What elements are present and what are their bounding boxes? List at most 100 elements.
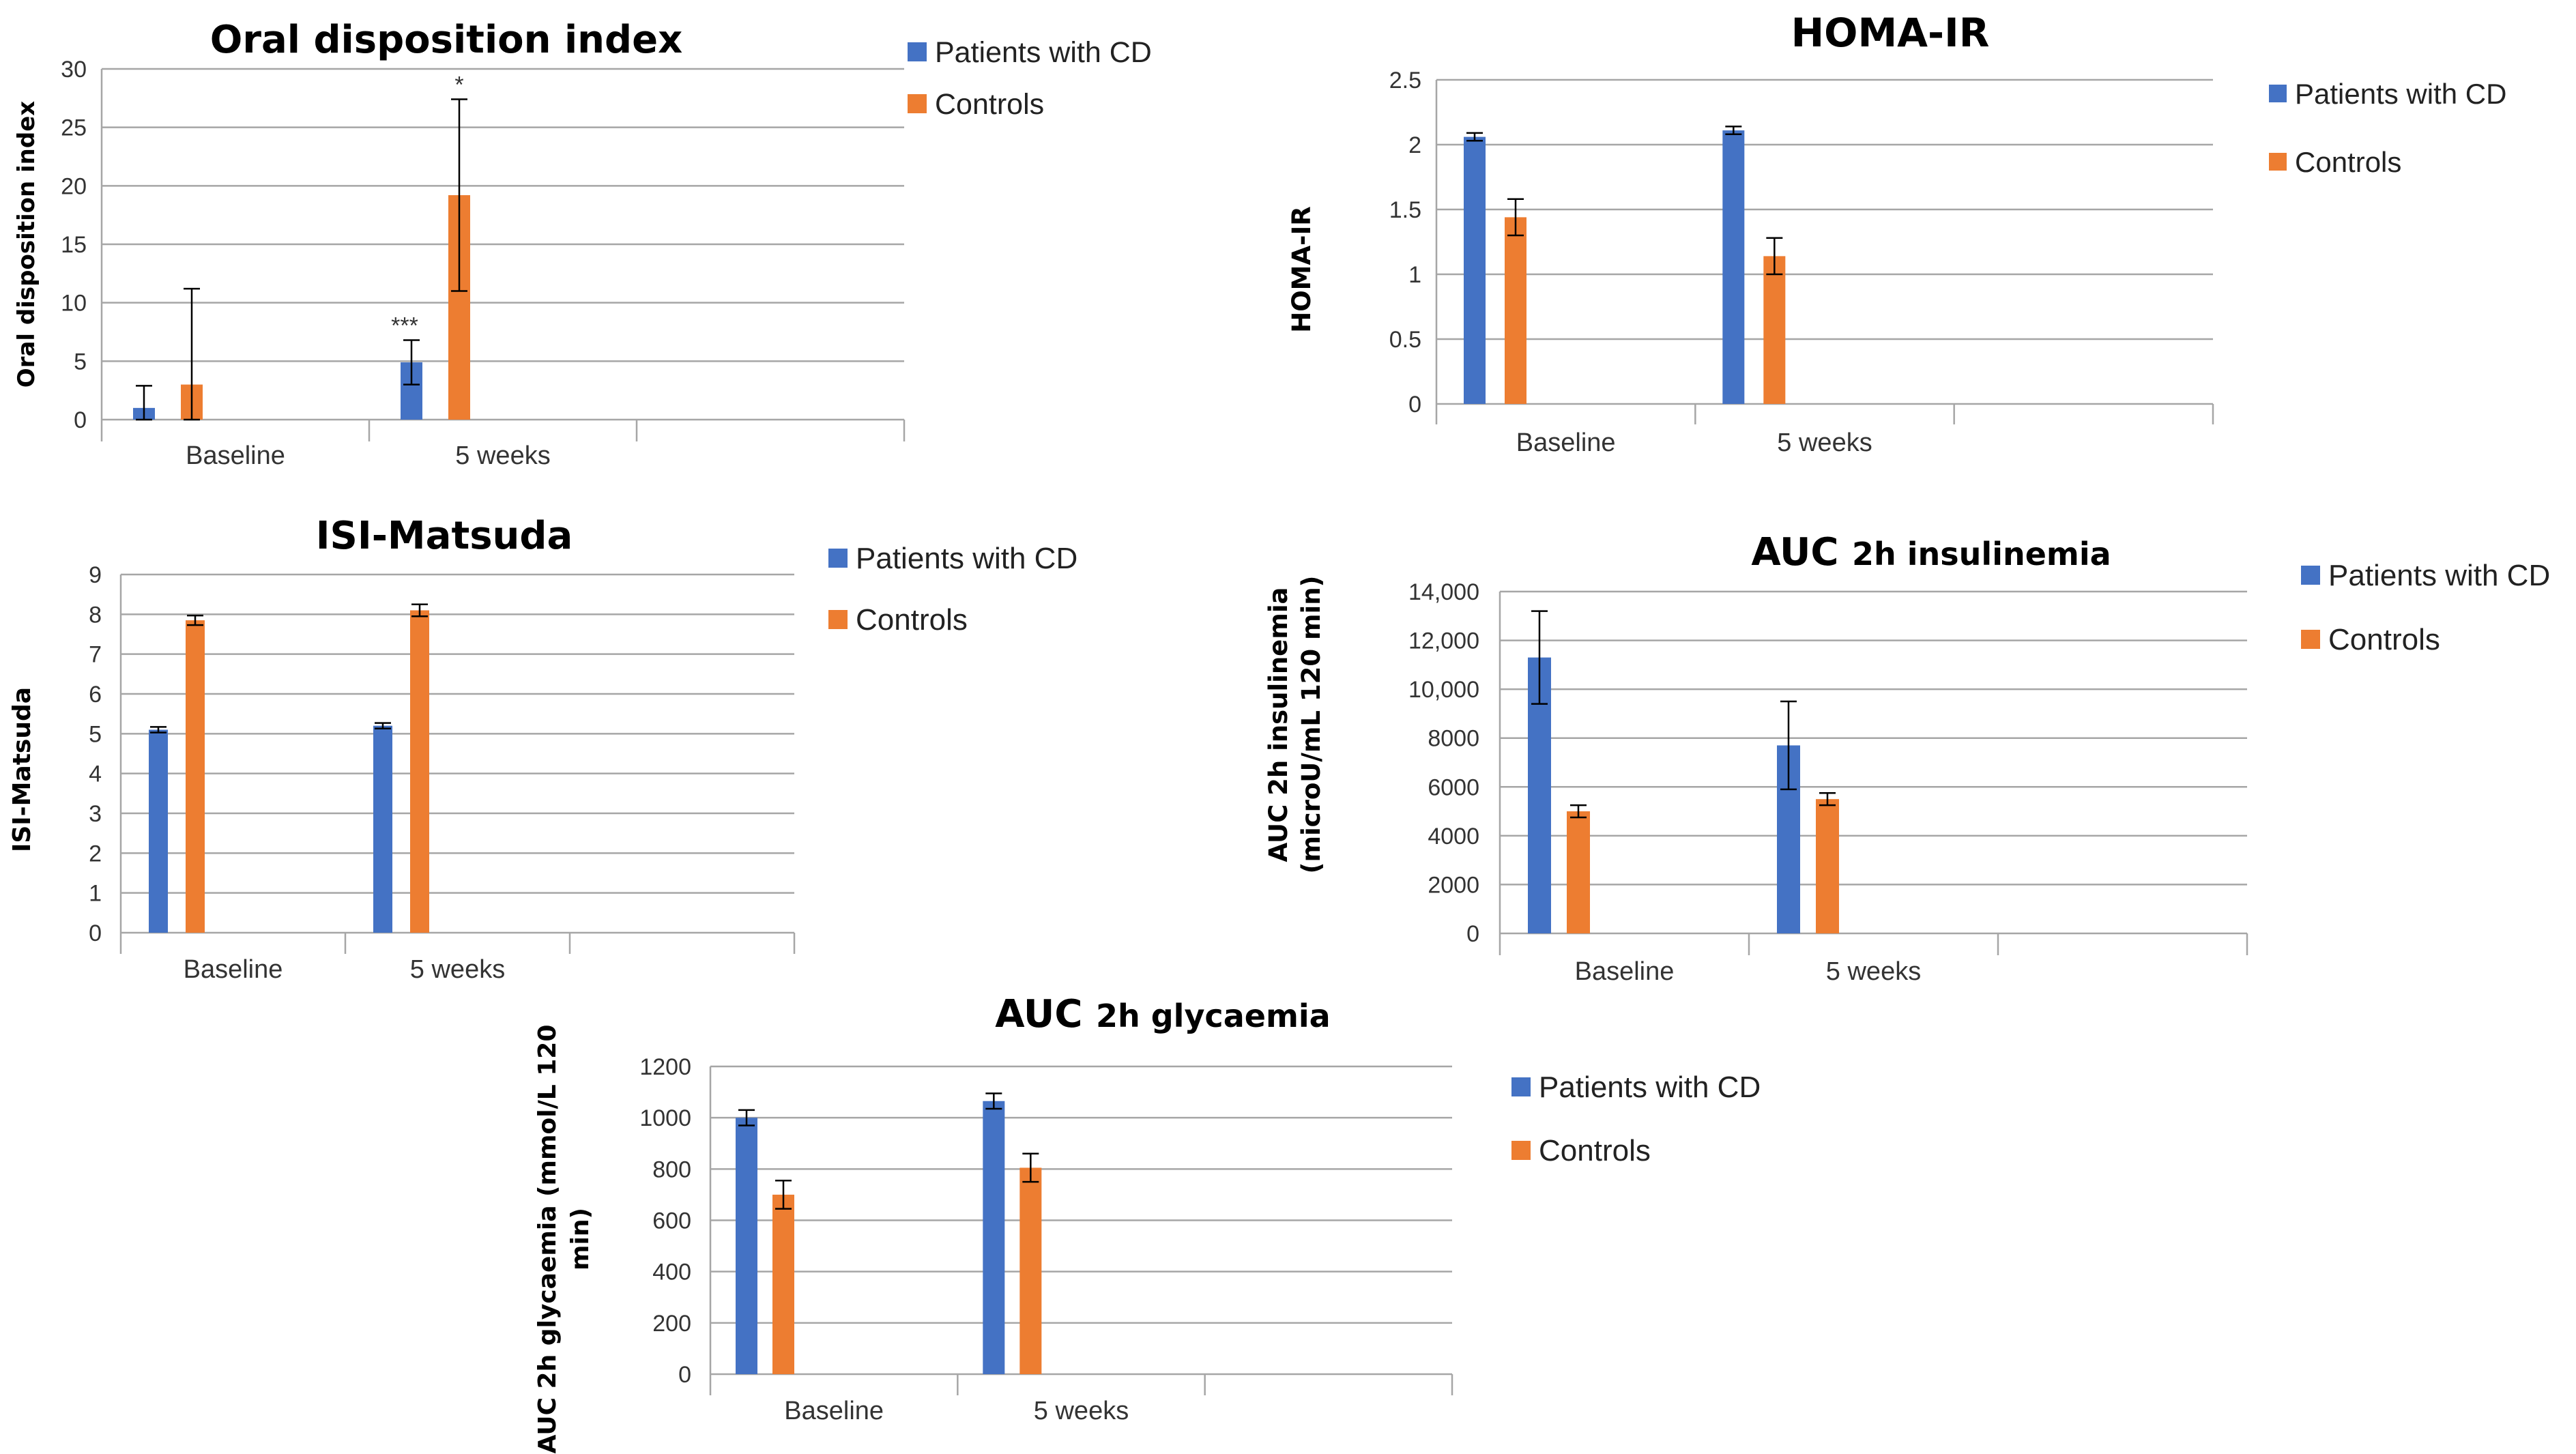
y-tick-label: 0 — [678, 1362, 691, 1388]
legend-label: Controls — [935, 88, 1044, 121]
y-tick-label: 0 — [1408, 392, 1421, 418]
y-tick-label: 600 — [652, 1208, 691, 1234]
legend-label: Patients with CD — [1539, 1071, 1761, 1104]
y-tick-label: 2.5 — [1389, 68, 1421, 93]
legend-label: Patients with CD — [2295, 78, 2506, 110]
legend-swatch-controls — [2269, 153, 2287, 171]
y-tick-label: 12,000 — [1408, 628, 1479, 654]
chart-title: AUC 2h glycaemia — [995, 992, 1330, 1036]
y-tick-label: 0 — [74, 407, 87, 433]
y-tick-label: 2 — [1408, 132, 1421, 158]
y-tick-label: 7 — [89, 642, 102, 668]
legend-swatch-patients — [908, 42, 927, 61]
chart-title-part: AUC — [995, 992, 1096, 1036]
bar-patients-with-cd — [149, 729, 168, 933]
legend-swatch-patients — [2269, 85, 2287, 102]
y-tick-label: 4000 — [1428, 824, 1479, 849]
x-tick-label: Baseline — [184, 955, 283, 984]
y-tick-label: 0.5 — [1389, 327, 1421, 353]
y-tick-label: 30 — [61, 57, 87, 83]
y-tick-label: 8000 — [1428, 726, 1479, 752]
x-tick-label: Baseline — [186, 441, 285, 470]
x-tick-label: 5 weeks — [1826, 957, 1921, 986]
chart-2: 0 1 2 3 4 5 6 7 8 9 Baseline 5 weeks ISI-Matsuda ISI-… — [8, 514, 1077, 984]
y-tick-label: 4 — [89, 761, 102, 787]
y-tick-label: 6 — [89, 682, 102, 708]
y-tick-label: 1000 — [639, 1105, 691, 1131]
bar-controls — [1816, 799, 1839, 933]
bar-controls — [186, 620, 205, 933]
y-tick-label: 2 — [89, 841, 102, 867]
bar-patients-with-cd — [1722, 130, 1745, 404]
bar-controls — [410, 610, 429, 933]
legend-label: Patients with CD — [856, 542, 1077, 575]
y-tick-label: 6000 — [1428, 774, 1479, 800]
legend-label: Controls — [2328, 623, 2440, 656]
y-tick-label: 1.5 — [1389, 197, 1421, 223]
chart-title: Oral disposition index — [210, 18, 682, 62]
bar-patients-with-cd — [736, 1118, 757, 1374]
chart-title-part: HOMA-IR — [1791, 10, 1990, 56]
chart-4: 0 200 400 600 800 1000 1200 Baseline 5 weeks AUC … — [534, 992, 1761, 1453]
y-tick-label: 0 — [1466, 921, 1479, 947]
y-tick-label: 8 — [89, 602, 102, 628]
y-axis-label: Oral disposition index — [13, 101, 40, 388]
y-tick-label: 1 — [1408, 262, 1421, 288]
chart-title: AUC 2h insulinemia — [1751, 530, 2111, 575]
chart-title-part: Oral disposition index — [210, 18, 682, 62]
significance-annotation: * — [454, 72, 463, 98]
chart-3: 0 2000 4000 6000 8000 10,000 12,000 14,000 Basel… — [1264, 530, 2550, 986]
y-tick-label: 25 — [61, 115, 87, 141]
y-tick-label: 3 — [89, 801, 102, 827]
x-tick-label: 5 weeks — [1034, 1397, 1129, 1425]
y-tick-label: 5 — [74, 349, 87, 375]
x-tick-label: 5 weeks — [1777, 428, 1872, 457]
legend-label: Controls — [2295, 146, 2401, 178]
bar-controls — [1505, 217, 1526, 404]
y-tick-label: 1 — [89, 881, 102, 907]
chart-title-part: AUC — [1751, 530, 1852, 575]
bar-patients-with-cd — [1464, 136, 1486, 404]
legend-swatch-patients — [1511, 1077, 1531, 1096]
bar-controls — [1567, 811, 1590, 933]
legend-swatch-controls — [908, 94, 927, 113]
x-tick-label: 5 weeks — [455, 441, 550, 470]
y-axis-label: ISI-Matsuda — [8, 687, 36, 852]
chart-title: ISI-Matsuda — [316, 514, 573, 558]
x-tick-label: Baseline — [1575, 957, 1675, 986]
legend-swatch-controls — [828, 610, 848, 629]
y-tick-label: 9 — [89, 562, 102, 588]
y-tick-label: 15 — [61, 232, 87, 258]
bar-controls — [1019, 1167, 1042, 1374]
y-tick-label: 2000 — [1428, 872, 1479, 898]
y-tick-label: 14,000 — [1408, 579, 1479, 605]
y-axis-label: AUC 2h insulinemia — [1264, 587, 1293, 862]
x-tick-label: Baseline — [1516, 428, 1616, 457]
y-tick-label: 0 — [89, 920, 102, 946]
y-axis-label: min) — [566, 1208, 594, 1270]
significance-annotation: *** — [391, 312, 418, 338]
legend-label: Patients with CD — [2328, 559, 2550, 592]
chart-1: 0 0.5 1 1.5 2 2.5 Baseline 5 weeks HOMA-IR HOMA-I… — [1287, 10, 2506, 457]
y-tick-label: 20 — [61, 173, 87, 199]
legend-swatch-patients — [2301, 566, 2320, 585]
y-tick-label: 10 — [61, 291, 87, 317]
legend-swatch-controls — [1511, 1141, 1531, 1160]
chart-title-part: ISI-Matsuda — [316, 514, 573, 558]
chart-title-part: 2h glycaemia — [1096, 998, 1331, 1034]
y-tick-label: 10,000 — [1408, 677, 1479, 703]
y-tick-label: 1200 — [639, 1054, 691, 1080]
y-axis-label: (microU/mL 120 min) — [1297, 576, 1326, 874]
legend-label: Controls — [1539, 1134, 1651, 1167]
y-tick-label: 400 — [652, 1260, 691, 1285]
x-tick-label: Baseline — [784, 1397, 884, 1425]
bar-patients-with-cd — [373, 725, 392, 933]
chart-title-part: 2h insulinemia — [1852, 536, 2111, 572]
legend-swatch-controls — [2301, 630, 2320, 649]
x-tick-label: 5 weeks — [410, 955, 505, 984]
y-tick-label: 800 — [652, 1157, 691, 1182]
bar-controls — [772, 1194, 794, 1374]
y-axis-label: HOMA-IR — [1287, 206, 1316, 333]
y-tick-label: 200 — [652, 1311, 691, 1337]
